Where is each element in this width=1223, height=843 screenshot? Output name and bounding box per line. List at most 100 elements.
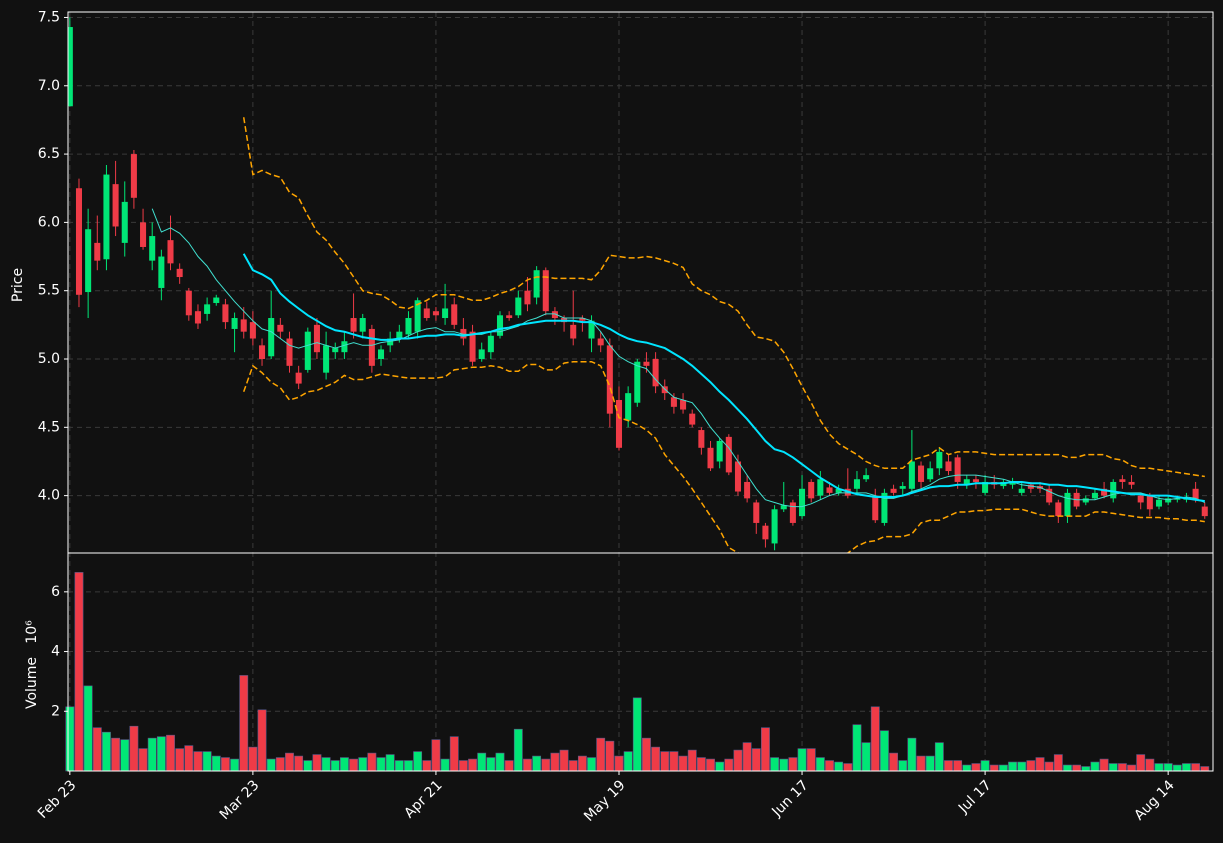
y-tick-label: 5.0 bbox=[38, 351, 60, 367]
y-tick-label: 7.5 bbox=[38, 9, 60, 25]
candle-body bbox=[661, 386, 668, 394]
volume-bar bbox=[870, 706, 880, 772]
candle-body bbox=[506, 315, 513, 319]
candle-body bbox=[103, 174, 110, 260]
candle-body bbox=[615, 399, 623, 448]
volume-bar bbox=[349, 758, 358, 772]
volume-bar bbox=[733, 749, 743, 772]
indicator-line bbox=[151, 208, 1206, 508]
candle-body bbox=[625, 393, 632, 421]
candle-body bbox=[1091, 492, 1098, 499]
volume-bar bbox=[1136, 754, 1146, 772]
candle-body bbox=[1119, 479, 1126, 482]
volume-bar bbox=[92, 727, 102, 772]
volume-bar bbox=[339, 757, 349, 772]
candle-body bbox=[689, 413, 696, 425]
volume-bar bbox=[953, 760, 963, 772]
candle-body bbox=[634, 361, 641, 403]
candle-body bbox=[570, 324, 577, 339]
volume-bar bbox=[852, 724, 862, 772]
candle-body bbox=[890, 488, 897, 493]
volume-bar bbox=[861, 742, 871, 772]
volume-bar bbox=[998, 764, 1008, 772]
volume-bar bbox=[696, 757, 706, 772]
candle-body bbox=[423, 308, 430, 319]
y-tick-label: 6.0 bbox=[38, 214, 60, 230]
volume-bar bbox=[541, 758, 551, 772]
candle-body bbox=[451, 304, 458, 325]
volume-bar bbox=[1053, 754, 1063, 772]
volume-bar bbox=[266, 758, 276, 772]
candle-body bbox=[414, 300, 421, 332]
candle-body bbox=[396, 331, 403, 339]
candle-body bbox=[1165, 498, 1172, 503]
candle-body bbox=[185, 290, 192, 316]
volume-bar bbox=[925, 755, 935, 772]
volume-bar bbox=[971, 763, 981, 772]
volume-bar bbox=[532, 755, 542, 772]
y-tick-label: 6.5 bbox=[38, 146, 60, 162]
candle-body bbox=[734, 461, 741, 492]
volume-bar bbox=[156, 736, 166, 772]
candle-body bbox=[304, 331, 311, 370]
volume-bar bbox=[577, 755, 587, 772]
candle-body bbox=[863, 475, 870, 480]
price-axis-label: Price bbox=[10, 268, 26, 302]
candle-body bbox=[112, 184, 119, 227]
volume-bar bbox=[74, 572, 84, 772]
candle-body bbox=[496, 315, 504, 336]
candle-body bbox=[259, 345, 266, 360]
candle-body bbox=[799, 488, 806, 517]
y-tick-label: 4.0 bbox=[38, 488, 60, 504]
candle-body bbox=[1110, 481, 1117, 499]
volume-bar bbox=[797, 748, 807, 772]
volume-bar bbox=[1026, 760, 1036, 772]
candle-body bbox=[460, 328, 467, 339]
candle-body bbox=[808, 481, 815, 499]
candle-body bbox=[853, 479, 860, 489]
indicator-line bbox=[242, 360, 1205, 553]
volume-bar bbox=[468, 758, 477, 772]
candle-body bbox=[1192, 488, 1199, 500]
candle-body bbox=[826, 487, 833, 493]
volume-bar bbox=[449, 736, 459, 772]
candle-body bbox=[1082, 498, 1089, 503]
volume-bar bbox=[1035, 757, 1045, 772]
candle-body bbox=[780, 505, 787, 510]
candle-body bbox=[744, 481, 751, 499]
candle-body bbox=[936, 451, 943, 469]
volume-bar bbox=[248, 746, 258, 772]
volume-bar bbox=[65, 706, 75, 772]
volume-bar bbox=[285, 752, 294, 772]
volume-bar bbox=[916, 755, 926, 772]
volume-bar bbox=[1182, 763, 1191, 772]
volume-bar bbox=[367, 752, 377, 772]
volume-bar bbox=[458, 760, 468, 772]
volume-bar bbox=[257, 709, 267, 772]
volume-bar bbox=[275, 757, 285, 772]
candle-body bbox=[268, 318, 275, 357]
volume-bar bbox=[230, 758, 239, 772]
volume-bar bbox=[120, 739, 130, 772]
candle-body bbox=[323, 345, 330, 373]
volume-bar bbox=[422, 760, 432, 772]
candle-body bbox=[368, 328, 375, 366]
candle-body bbox=[204, 304, 211, 314]
volume-bar bbox=[495, 752, 505, 772]
candle-body bbox=[222, 304, 229, 323]
volume-bar bbox=[678, 755, 688, 772]
volume-bar bbox=[294, 755, 304, 772]
candle-body bbox=[551, 311, 558, 319]
candle-body bbox=[954, 457, 961, 482]
volume-bar bbox=[385, 754, 395, 772]
volume-bar bbox=[724, 758, 734, 772]
volume-bar bbox=[221, 757, 230, 772]
volume-bar bbox=[687, 749, 697, 772]
volume-frame bbox=[67, 552, 1214, 772]
price-panel bbox=[68, 17, 1208, 553]
candle-body bbox=[1018, 488, 1025, 493]
volume-bar bbox=[129, 725, 139, 772]
volume-bar bbox=[779, 758, 789, 772]
candle-body bbox=[130, 154, 137, 198]
